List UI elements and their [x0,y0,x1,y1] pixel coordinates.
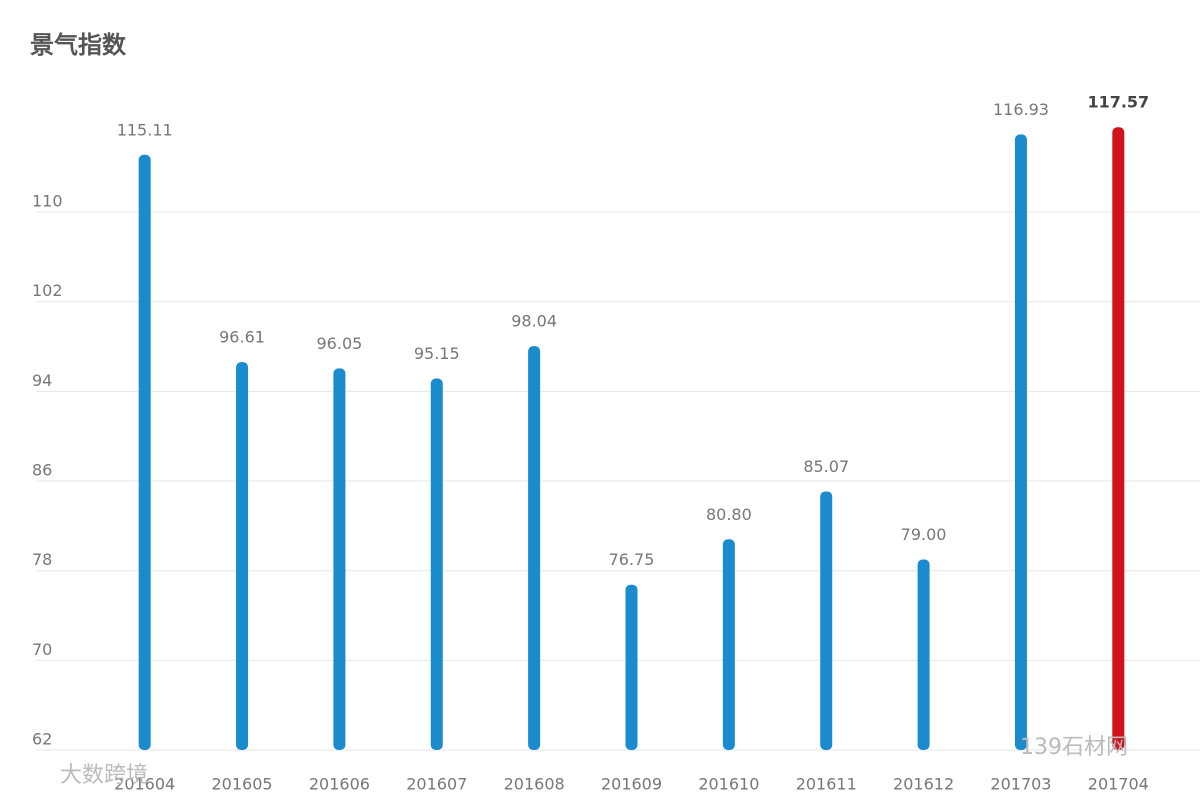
y-tick-label: 62 [32,730,52,749]
value-label: 116.93 [993,100,1049,119]
bar [333,368,346,750]
value-label: 76.75 [609,550,655,569]
value-label: 98.04 [511,312,557,331]
bar [917,559,930,750]
value-label: 115.11 [117,120,173,139]
value-label: 79.00 [901,525,947,544]
value-label: 85.07 [803,457,849,476]
bar [236,362,249,750]
bar [430,378,443,750]
bar [1112,127,1125,750]
x-tick-label: 201610 [698,775,759,794]
x-tick-label: 201604 [114,775,175,794]
watermark: 大数跨境 [60,763,148,788]
x-tick-label: 201605 [212,775,273,794]
bar [138,154,151,750]
y-tick-label: 70 [32,640,52,659]
bar [625,584,638,750]
value-label: 117.57 [1087,93,1149,112]
x-tick-label: 201606 [309,775,370,794]
bar [1014,134,1027,751]
x-tick-label: 201608 [504,775,565,794]
y-tick-label: 78 [32,550,52,569]
bar [722,539,735,750]
value-label: 96.05 [317,334,363,353]
y-tick-label: 94 [32,371,52,390]
y-tick-label: 86 [32,461,52,480]
value-label: 96.61 [219,328,265,347]
y-tick-label: 110 [32,192,63,211]
bar [528,346,541,750]
bar [820,491,833,750]
x-tick-label: 201609 [601,775,662,794]
watermark: 139石材网 [1020,735,1128,760]
x-tick-label: 201612 [893,775,954,794]
x-tick-label: 201611 [796,775,857,794]
chart-title: 景气指数 [30,31,127,59]
y-tick-label: 102 [32,281,63,300]
x-tick-label: 201704 [1088,775,1149,794]
value-label: 95.15 [414,344,460,363]
value-label: 80.80 [706,505,752,524]
x-tick-label: 201703 [990,775,1051,794]
x-tick-label: 201607 [406,775,467,794]
